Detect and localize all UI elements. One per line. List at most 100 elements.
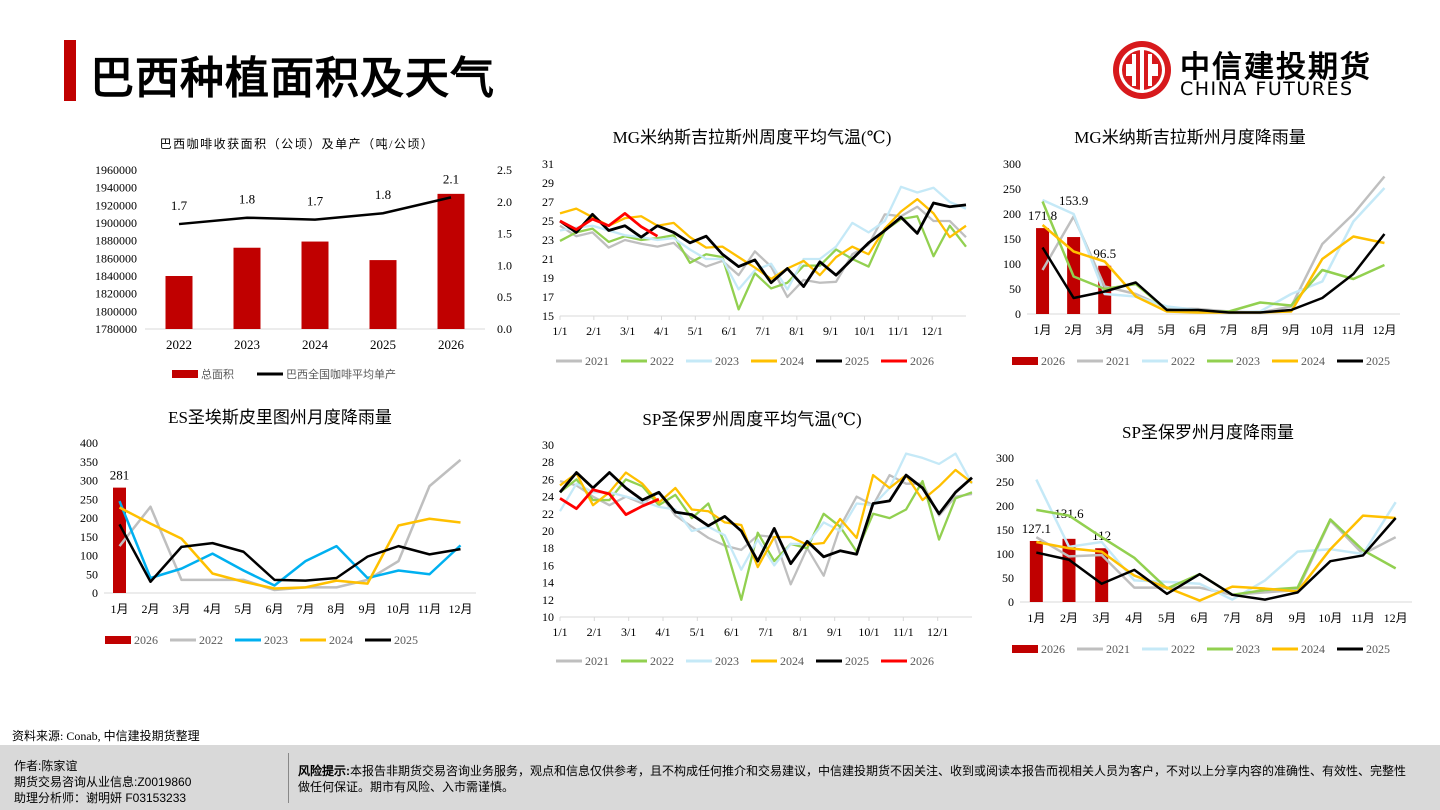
- y-tick-label: 100: [80, 549, 98, 563]
- x-tick-label: 2月: [1060, 611, 1078, 625]
- legend-swatch-3: [105, 636, 131, 644]
- line-series-2023: [559, 185, 967, 291]
- x-tick-label: 6月: [1189, 323, 1207, 337]
- x-tick-label: 4/1: [655, 625, 670, 639]
- legend-label-2: 2026: [1041, 354, 1065, 368]
- legend-label-3: 2022: [199, 633, 223, 647]
- y-tick-label: 200: [996, 499, 1014, 513]
- y-tick-label: 0: [92, 586, 98, 600]
- y-tick-label: 50: [1002, 571, 1014, 585]
- x-tick-label: 4/1: [654, 324, 669, 338]
- legend-label-2: 2022: [1171, 354, 1195, 368]
- x-tick-label: 4月: [203, 602, 221, 616]
- legend-label-5: 2026: [1041, 642, 1065, 656]
- x-tick-label: 7月: [1220, 323, 1238, 337]
- x-tick-label: 9月: [1289, 611, 1307, 625]
- assistant-analyst: 助理分析师：谢明妍 F03153233: [14, 791, 187, 805]
- y-tick-label: 200: [80, 511, 98, 525]
- y-tick-label: 400: [80, 436, 98, 450]
- x-tick-label: 11月: [418, 602, 442, 616]
- bar-total-area: [233, 247, 261, 329]
- x-tick-label: 9月: [358, 602, 376, 616]
- risk-disclaimer: 风险提示:本报告非期货交易咨询业务服务，观点和信息仅供参考，且不构成任何推介和交…: [298, 763, 1408, 795]
- y-tick-label: 1780000: [95, 322, 137, 336]
- x-tick-label: 7/1: [755, 324, 770, 338]
- data-label-2026: 281: [110, 468, 130, 483]
- x-tick-label: 3/1: [621, 625, 636, 639]
- y-tick-label: 0: [1008, 595, 1014, 609]
- x-tick-label: 9月: [1282, 323, 1300, 337]
- x-tick-label: 1月: [1027, 611, 1045, 625]
- x-tick-label: 8月: [1251, 323, 1269, 337]
- legend-label-4: 2024: [780, 654, 804, 668]
- x-tick-label: 6/1: [724, 625, 739, 639]
- y-tick-label: 27: [542, 195, 554, 209]
- legend-label-3: 2024: [329, 633, 353, 647]
- x-tick-label: 12/1: [927, 625, 948, 639]
- line-series-2025: [558, 471, 973, 566]
- line-series-2024: [1036, 514, 1396, 602]
- y2-tick-label: 1.0: [497, 258, 512, 272]
- y2-tick-label: 1.5: [497, 227, 512, 241]
- data-label-yield: 1.8: [375, 187, 391, 202]
- y-tick-label: 10: [542, 610, 554, 624]
- y-tick-label: 300: [996, 451, 1014, 465]
- x-tick-label: 2024: [302, 337, 329, 352]
- legend-label-1: 2022: [650, 354, 674, 368]
- x-tick-label: 9/1: [827, 625, 842, 639]
- y-tick-label: 100: [1003, 257, 1021, 271]
- y-tick-label: 1900000: [95, 216, 137, 230]
- y-tick-label: 150: [996, 523, 1014, 537]
- x-tick-label: 2026: [438, 337, 465, 352]
- y-tick-label: 1960000: [95, 163, 137, 177]
- y-tick-label: 24: [542, 490, 554, 504]
- y-tick-label: 31: [542, 157, 554, 171]
- citic-logo-icon: [1113, 41, 1171, 99]
- footer-bar: 作者:陈家谊 期货交易咨询从业信息:Z0019860 助理分析师：谢明妍 F03…: [0, 745, 1440, 810]
- line-series-2024: [118, 506, 461, 590]
- legend-swatch-0: [172, 370, 198, 378]
- x-tick-label: 11月: [1342, 323, 1366, 337]
- chart-title-area-yield: 巴西咖啡收获面积（公顷）及单产（吨/公顷）: [159, 137, 435, 151]
- legend-label-1: 2025: [845, 354, 869, 368]
- logo-text-cn: 中信建投期货: [1180, 50, 1372, 85]
- line-series-2025: [1041, 233, 1386, 314]
- bar-2026: [1029, 540, 1043, 602]
- data-label-2026: 127.1: [1022, 521, 1051, 536]
- line-series-2026: [559, 488, 660, 517]
- legend-label-4: 2021: [585, 654, 609, 668]
- x-tick-label: 2月: [1065, 323, 1083, 337]
- x-tick-label: 12月: [448, 602, 472, 616]
- x-tick-label: 12月: [1372, 323, 1396, 337]
- data-label-yield: 2.1: [443, 171, 459, 186]
- line-series-2021: [1041, 175, 1386, 314]
- y-tick-label: 200: [1003, 207, 1021, 221]
- legend-label-4: 2023: [715, 654, 739, 668]
- title-accent-bar: [64, 40, 76, 101]
- risk-text: 本报告非期货交易咨询业务服务，观点和信息仅供参考，且不构成任何推介和交易建议，中…: [298, 764, 1407, 794]
- bar-2026: [1095, 548, 1109, 602]
- y-tick-label: 1880000: [95, 234, 137, 248]
- line-series-2022: [1035, 479, 1397, 601]
- x-tick-label: 1/1: [552, 324, 567, 338]
- data-label-2026: 131.6: [1054, 506, 1084, 521]
- bar-total-area: [369, 260, 397, 329]
- bar-total-area: [301, 241, 329, 329]
- legend-label-2: 2021: [1106, 354, 1130, 368]
- legend-label-4: 2026: [910, 654, 934, 668]
- legend-label-0: 总面积: [201, 367, 234, 381]
- y-tick-label: 0: [1015, 307, 1021, 321]
- x-tick-label: 2/1: [587, 625, 602, 639]
- y-tick-label: 21: [542, 252, 554, 266]
- line-series-2023: [118, 500, 462, 587]
- line-series-2023: [1036, 508, 1397, 597]
- x-tick-label: 7/1: [758, 625, 773, 639]
- x-tick-label: 11/1: [888, 324, 909, 338]
- y-tick-label: 22: [542, 507, 554, 521]
- chart-title-es-rain: ES圣埃斯皮里图州月度降雨量: [168, 408, 392, 427]
- x-tick-label: 8月: [1256, 611, 1274, 625]
- line-series-2025: [559, 201, 967, 288]
- x-tick-label: 2023: [234, 337, 260, 352]
- y-tick-label: 18: [542, 541, 554, 555]
- x-tick-label: 7月: [296, 602, 314, 616]
